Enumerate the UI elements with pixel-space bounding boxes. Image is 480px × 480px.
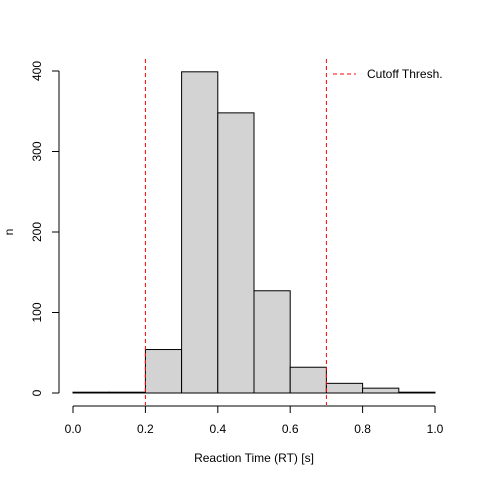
histogram-bar bbox=[217, 112, 255, 394]
histogram-bar bbox=[253, 290, 291, 394]
x-tick-label: 0.2 bbox=[137, 422, 154, 436]
histogram-bar bbox=[181, 71, 219, 394]
x-axis: 0.0 0.2 0.4 0.6 0.8 1.0 bbox=[65, 405, 444, 436]
y-tick-label: 0 bbox=[30, 389, 44, 396]
cutoff-lines bbox=[144, 59, 327, 405]
y-tick-label: 300 bbox=[30, 141, 44, 161]
y-axis-label: n bbox=[2, 229, 16, 236]
histogram-bar bbox=[108, 391, 146, 394]
legend-label: Cutoff Thresh. bbox=[367, 67, 443, 81]
histogram-bars bbox=[72, 71, 436, 394]
histogram-bar bbox=[72, 391, 110, 394]
x-tick-label: 0.4 bbox=[209, 422, 226, 436]
histogram-bar bbox=[144, 349, 183, 394]
legend: Cutoff Thresh. bbox=[333, 67, 443, 81]
y-tick-label: 100 bbox=[30, 302, 44, 322]
x-tick-label: 0.8 bbox=[354, 422, 371, 436]
histogram-bar bbox=[398, 391, 436, 394]
x-axis-label: Reaction Time (RT) [s] bbox=[194, 451, 314, 465]
y-axis: 0 100 200 300 400 bbox=[30, 61, 60, 396]
x-tick-label: 1.0 bbox=[427, 422, 444, 436]
histogram-bar bbox=[325, 382, 364, 394]
histogram-bar bbox=[362, 387, 400, 394]
x-tick-label: 0.0 bbox=[65, 422, 82, 436]
y-tick-label: 400 bbox=[30, 61, 44, 81]
histogram-bar bbox=[289, 366, 327, 394]
x-tick-label: 0.6 bbox=[282, 422, 299, 436]
y-tick-label: 200 bbox=[30, 222, 44, 242]
